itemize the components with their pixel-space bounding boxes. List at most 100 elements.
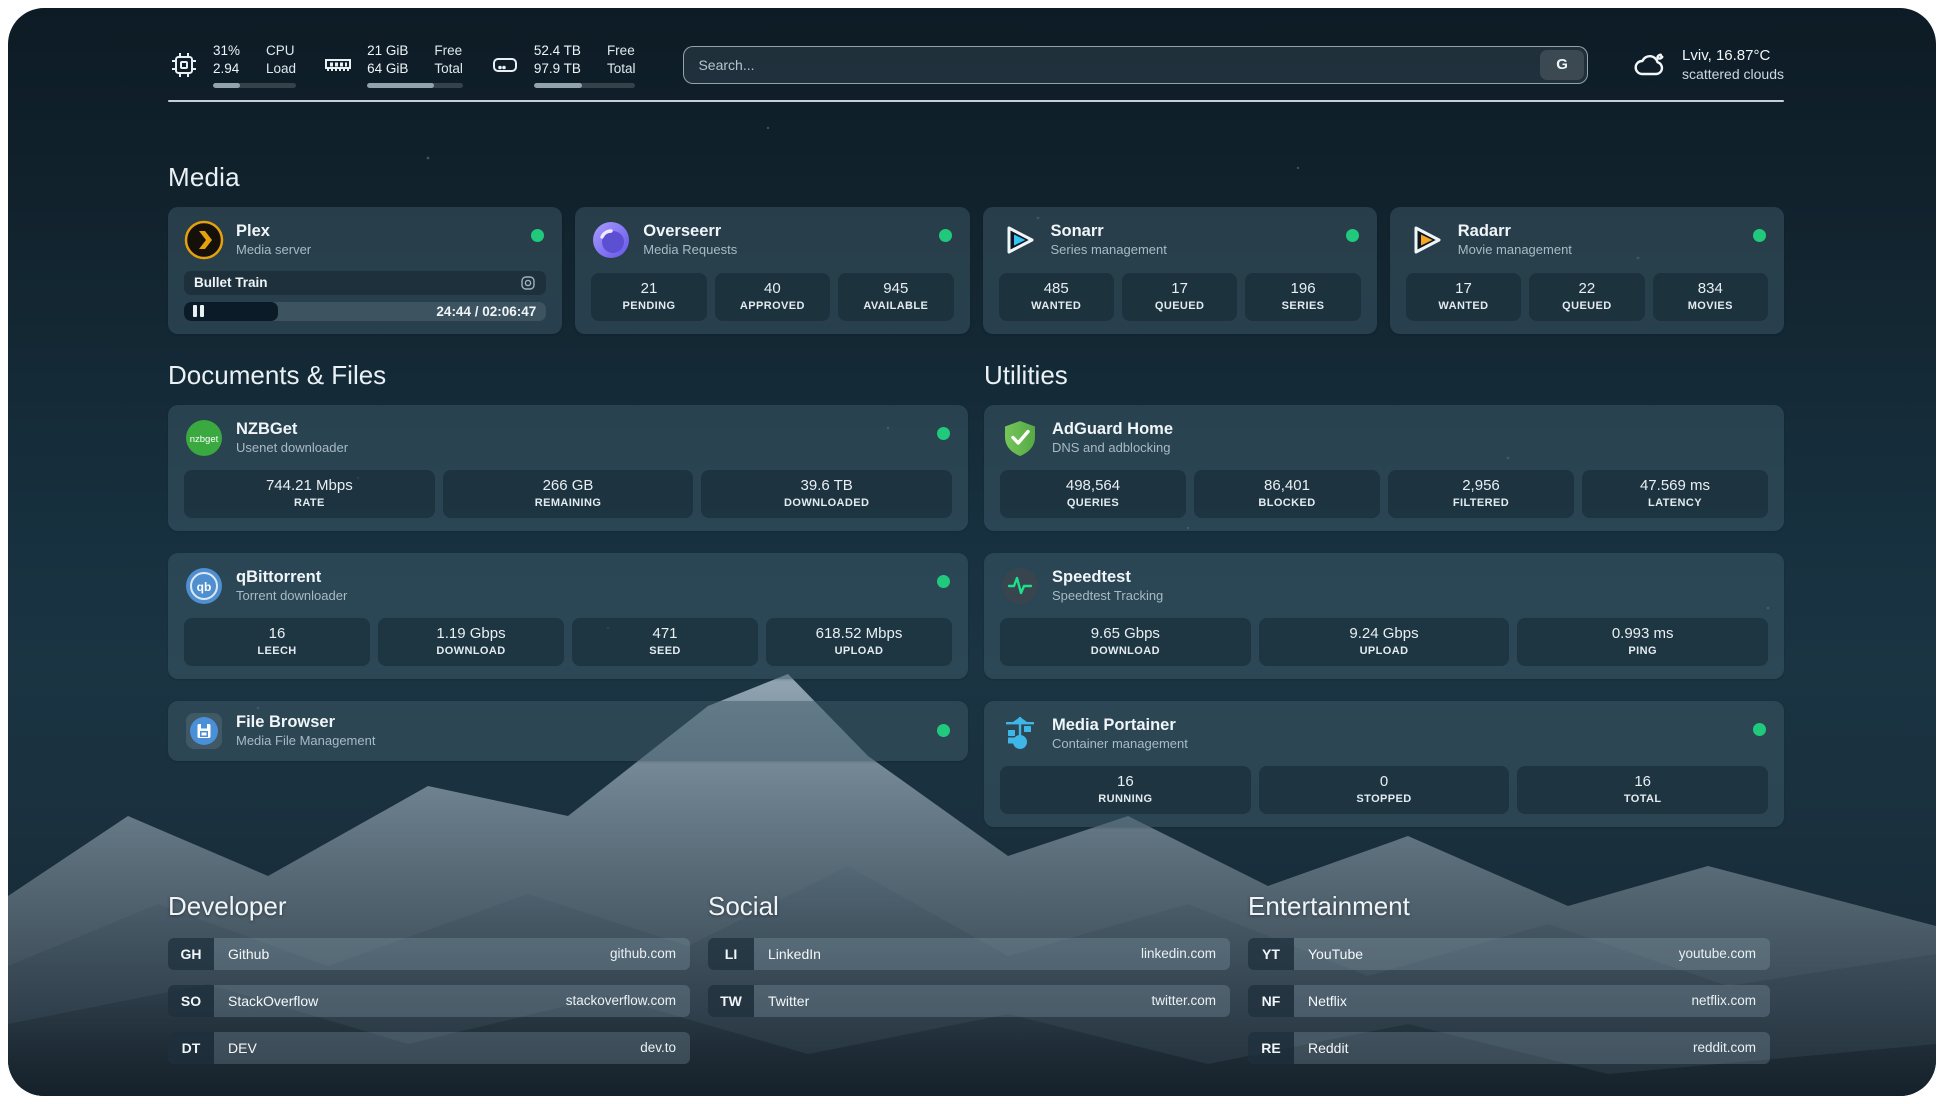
memory-free-label: Free [434, 43, 463, 58]
plex-now-playing-title: Bullet Train [194, 275, 268, 291]
qbittorrent-title: qBittorrent [236, 568, 322, 587]
filebrowser-status-indicator [937, 723, 950, 737]
cpu-stat-group: 31% 2.94 CPU Load [168, 42, 297, 88]
bookmark-stackoverflow-name: StackOverflow [228, 992, 319, 1009]
bookmark-linkedin-name: LinkedIn [768, 945, 821, 962]
bookmark-github-abbr: GH [168, 937, 214, 970]
filebrowser-card[interactable]: File Browser Media File Management [168, 700, 968, 761]
nzbget-subtitle: Usenet downloader [236, 439, 349, 455]
bookmark-youtube[interactable]: YT YouTube youtube.com [1248, 937, 1770, 970]
disk-free-value: 52.4 TB [533, 43, 581, 58]
bookmark-linkedin-url: linkedin.com [1140, 946, 1216, 962]
adguard-stat-filtered: 2,956 FILTERED [1388, 469, 1574, 518]
portainer-card[interactable]: Media Portainer Container management 16 … [984, 700, 1784, 827]
bookmark-twitter-abbr: TW [708, 984, 754, 1017]
cpu-usage-label: CPU [266, 43, 295, 58]
plex-subtitle: Media server [236, 241, 312, 257]
overseerr-status-indicator [938, 228, 952, 242]
search-bar: G [683, 45, 1589, 84]
cloud-icon [1634, 53, 1664, 76]
nzbget-title: NZBGet [236, 420, 298, 439]
speedtest-stat-upload: 9.24 Gbps UPLOAD [1258, 617, 1510, 666]
plex-title: Plex [236, 222, 270, 241]
sonarr-subtitle: Series management [1050, 241, 1167, 257]
speedtest-subtitle: Speedtest Tracking [1052, 587, 1164, 603]
speedtest-card[interactable]: Speedtest Speedtest Tracking 9.65 Gbps D… [984, 552, 1784, 679]
portainer-stat-total: 16 TOTAL [1517, 765, 1769, 814]
plex-icon [184, 220, 224, 260]
bookmark-linkedin[interactable]: LI LinkedIn linkedin.com [708, 937, 1230, 970]
nzbget-icon: nzbget [184, 418, 224, 458]
adguard-card[interactable]: AdGuard Home DNS and adblocking 498,564 … [984, 404, 1784, 531]
disk-progress-bar [533, 82, 636, 88]
qbittorrent-stat-leech: 16 LEECH [184, 617, 370, 666]
qbittorrent-icon: qb [184, 566, 224, 606]
speedtest-title: Speedtest [1052, 568, 1131, 587]
utilities-column: Utilities [984, 360, 1784, 827]
radarr-status-indicator [1753, 228, 1766, 242]
bookmark-github[interactable]: GH Github github.com [168, 937, 690, 970]
memory-stat-group: 21 GiB 64 GiB Free Total [322, 42, 463, 88]
search-engine-button[interactable]: G [1540, 49, 1585, 80]
filebrowser-icon [184, 711, 224, 751]
bookmark-dev[interactable]: DT DEV dev.to [168, 1031, 690, 1064]
speedtest-stat-download: 9.65 Gbps DOWNLOAD [1000, 617, 1251, 666]
search-input[interactable] [683, 45, 1589, 84]
cpu-icon [172, 52, 196, 77]
radarr-card[interactable]: Radarr Movie management 17 WANTED 22 QUE… [1389, 206, 1784, 334]
bookmark-netflix[interactable]: NF Netflix netflix.com [1248, 984, 1770, 1017]
sonarr-card[interactable]: Sonarr Series management 485 WANTED 17 Q… [982, 206, 1377, 334]
bookmark-stackoverflow-abbr: SO [168, 984, 214, 1017]
overseerr-stat-approved: 40 APPROVED [714, 272, 831, 321]
bookmark-dev-name: DEV [228, 1039, 257, 1056]
qbittorrent-status-indicator [937, 574, 950, 588]
nzbget-card[interactable]: nzbget NZBGet Usenet downloader 744.21 M… [168, 404, 968, 531]
filebrowser-title: File Browser [236, 713, 336, 732]
radarr-stat-wanted: 17 WANTED [1405, 272, 1522, 321]
overseerr-stat-available: 945 AVAILABLE [838, 272, 954, 321]
nzbget-stat-downloaded: 39.6 TB DOWNLOADED [701, 469, 953, 518]
bookmark-netflix-abbr: NF [1248, 984, 1294, 1017]
radarr-stat-movies: 834 MOVIES [1652, 272, 1769, 321]
radarr-title: Radarr [1457, 222, 1511, 241]
qbittorrent-stat-download: 1.19 Gbps DOWNLOAD [378, 617, 564, 666]
plex-card[interactable]: Plex Media server Bullet Train [168, 206, 563, 334]
bookmark-stackoverflow[interactable]: SO StackOverflow stackoverflow.com [168, 984, 690, 1017]
header-divider [168, 99, 1784, 102]
cpu-load-label: Load [266, 60, 297, 76]
bookmark-twitter[interactable]: TW Twitter twitter.com [708, 984, 1230, 1017]
memory-icon [325, 58, 352, 71]
bookmark-github-url: github.com [609, 946, 676, 962]
qbittorrent-stat-seed: 471 SEED [572, 617, 758, 666]
weather-condition: scattered clouds [1682, 66, 1784, 83]
portainer-icon [1000, 714, 1040, 754]
pause-icon[interactable] [193, 305, 204, 318]
bookmark-twitter-url: twitter.com [1151, 993, 1216, 1009]
documents-column: Documents & Files nzbget NZBGet Usenet d… [168, 360, 968, 827]
overseerr-card[interactable]: Overseerr Media Requests 21 PENDING 40 A… [575, 206, 970, 334]
radarr-icon [1406, 220, 1446, 260]
section-title-media: Media [168, 161, 240, 192]
plex-progress-bar[interactable]: 24:44 / 02:06:47 [184, 302, 547, 321]
bookmark-reddit-name: Reddit [1308, 1039, 1349, 1056]
bookmark-reddit-url: reddit.com [1692, 1040, 1756, 1056]
nzbget-status-indicator [937, 426, 950, 440]
sonarr-stat-queued: 17 QUEUED [1121, 272, 1238, 321]
qbittorrent-stat-upload: 618.52 Mbps UPLOAD [766, 617, 952, 666]
portainer-subtitle: Container management [1052, 736, 1188, 751]
section-title-documents: Documents & Files [168, 359, 387, 390]
sonarr-stat-series: 196 SERIES [1245, 272, 1361, 321]
qbittorrent-card[interactable]: qb qBittorrent Torrent downloader 16 [168, 552, 968, 679]
dashboard-window: 31% 2.94 CPU Load [8, 8, 1936, 1096]
bookmark-youtube-url: youtube.com [1678, 946, 1756, 962]
section-title-developer: Developer [168, 890, 287, 921]
filebrowser-subtitle: Media File Management [236, 733, 376, 748]
adguard-subtitle: DNS and adblocking [1052, 439, 1171, 455]
overseerr-icon [591, 220, 631, 260]
bookmark-reddit[interactable]: RE Reddit reddit.com [1248, 1031, 1770, 1064]
bookmark-github-name: Github [228, 945, 270, 962]
radarr-stat-queued: 22 QUEUED [1529, 272, 1645, 321]
bookmarks-entertainment: Entertainment YT YouTube youtube.com NF … [1248, 891, 1770, 1064]
adguard-title: AdGuard Home [1052, 420, 1174, 439]
bookmark-dev-abbr: DT [168, 1031, 214, 1064]
